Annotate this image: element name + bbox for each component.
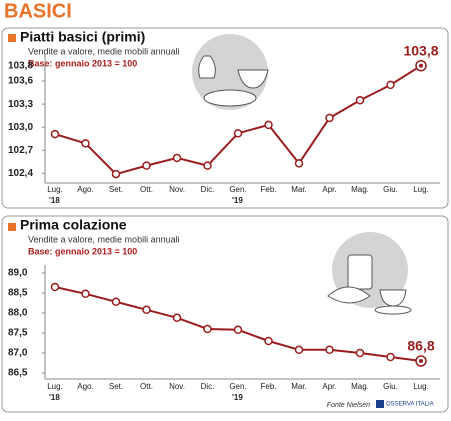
- x-year-label: '18: [49, 196, 60, 205]
- point: [264, 336, 273, 346]
- x-tick-label: Lug.: [47, 185, 63, 194]
- x-tick-label: Giu.: [383, 185, 398, 194]
- chart-title: Prima colazione: [20, 217, 127, 233]
- point: [325, 345, 334, 355]
- point: [142, 161, 151, 170]
- y-tick-label: 103,3: [8, 99, 33, 110]
- point: [264, 120, 273, 130]
- y-tick-label: 87,5: [8, 328, 28, 339]
- point: [111, 169, 121, 179]
- point: [172, 313, 182, 323]
- x-tick-label: Nov.: [169, 382, 185, 391]
- point: [233, 129, 243, 138]
- subtitle: Vendite a valore, medie mobili annuali: [28, 234, 180, 244]
- x-tick-label: Ott.: [140, 382, 153, 391]
- x-tick-label: Mar.: [291, 185, 307, 194]
- x-tick-label: Ago.: [77, 382, 93, 391]
- point: [50, 129, 60, 139]
- point: [111, 297, 121, 307]
- point: [172, 153, 182, 163]
- point: [386, 352, 395, 362]
- y-tick-label: 103,8: [8, 60, 33, 71]
- x-tick-label: Mag.: [351, 185, 369, 194]
- panel: [1, 27, 449, 209]
- x-year-label: '18: [49, 393, 60, 402]
- y-tick-label: 103,0: [8, 122, 33, 133]
- point: [203, 161, 212, 170]
- x-tick-label: Mag.: [351, 382, 369, 391]
- x-tick-label: Apr.: [322, 382, 336, 391]
- y-tick-label: 87,0: [8, 348, 28, 359]
- logo-mark: [376, 400, 384, 408]
- value-label: 86,8: [407, 338, 434, 354]
- point: [355, 348, 365, 358]
- y-tick-label: 88,5: [8, 288, 28, 299]
- note: Base: gennaio 2013 = 100: [28, 246, 137, 256]
- point: [386, 80, 395, 90]
- note: Base: gennaio 2013 = 100: [28, 58, 137, 68]
- x-tick-label: Giu.: [383, 382, 398, 391]
- chart-title: Piatti basici (primi): [20, 29, 145, 45]
- point: [294, 345, 304, 355]
- x-tick-label: Gen.: [229, 185, 246, 194]
- value-label: 103,8: [403, 42, 438, 58]
- point: [81, 139, 90, 148]
- x-year-label: '19: [232, 393, 243, 402]
- x-tick-label: Ago.: [77, 185, 93, 194]
- point: [325, 113, 334, 123]
- x-tick-label: Lug.: [413, 185, 429, 194]
- icon: [192, 34, 269, 110]
- y-tick-label: 103,6: [8, 76, 33, 87]
- point: [81, 289, 90, 299]
- page-title: BASICI: [4, 0, 72, 22]
- x-tick-label: Feb.: [260, 382, 276, 391]
- source: Fonte Nielsen: [327, 402, 370, 409]
- x-tick-label: Lug.: [47, 382, 63, 391]
- title-marker: [8, 223, 16, 231]
- y-tick-label: 102,7: [8, 145, 33, 156]
- x-tick-label: Feb.: [260, 185, 276, 194]
- x-tick-label: Set.: [109, 185, 123, 194]
- point: [203, 324, 212, 334]
- point: [294, 159, 304, 168]
- point: [355, 96, 365, 105]
- point: [142, 305, 151, 315]
- x-tick-label: Lug.: [413, 382, 429, 391]
- x-tick-label: Apr.: [322, 185, 336, 194]
- y-tick-label: 88,0: [8, 308, 28, 319]
- point-center: [419, 359, 423, 363]
- x-tick-label: Set.: [109, 382, 123, 391]
- x-tick-label: Gen.: [229, 382, 246, 391]
- y-tick-label: 89,0: [8, 268, 28, 279]
- point: [50, 282, 60, 292]
- x-year-label: '19: [232, 196, 243, 205]
- logo: OSSERVA ITALIA: [386, 402, 434, 408]
- point: [233, 325, 243, 335]
- point-center: [419, 63, 423, 68]
- x-tick-label: Mar.: [291, 382, 307, 391]
- subtitle: Vendite a valore, medie mobili annuali: [28, 46, 180, 56]
- x-tick-label: Ott.: [140, 185, 153, 194]
- x-tick-label: Dic.: [201, 382, 215, 391]
- x-tick-label: Nov.: [169, 185, 185, 194]
- title-marker: [8, 34, 16, 42]
- y-tick-label: 102,4: [8, 168, 33, 179]
- x-tick-label: Dic.: [201, 185, 215, 194]
- y-tick-label: 86,5: [8, 368, 28, 379]
- icon: [327, 232, 412, 315]
